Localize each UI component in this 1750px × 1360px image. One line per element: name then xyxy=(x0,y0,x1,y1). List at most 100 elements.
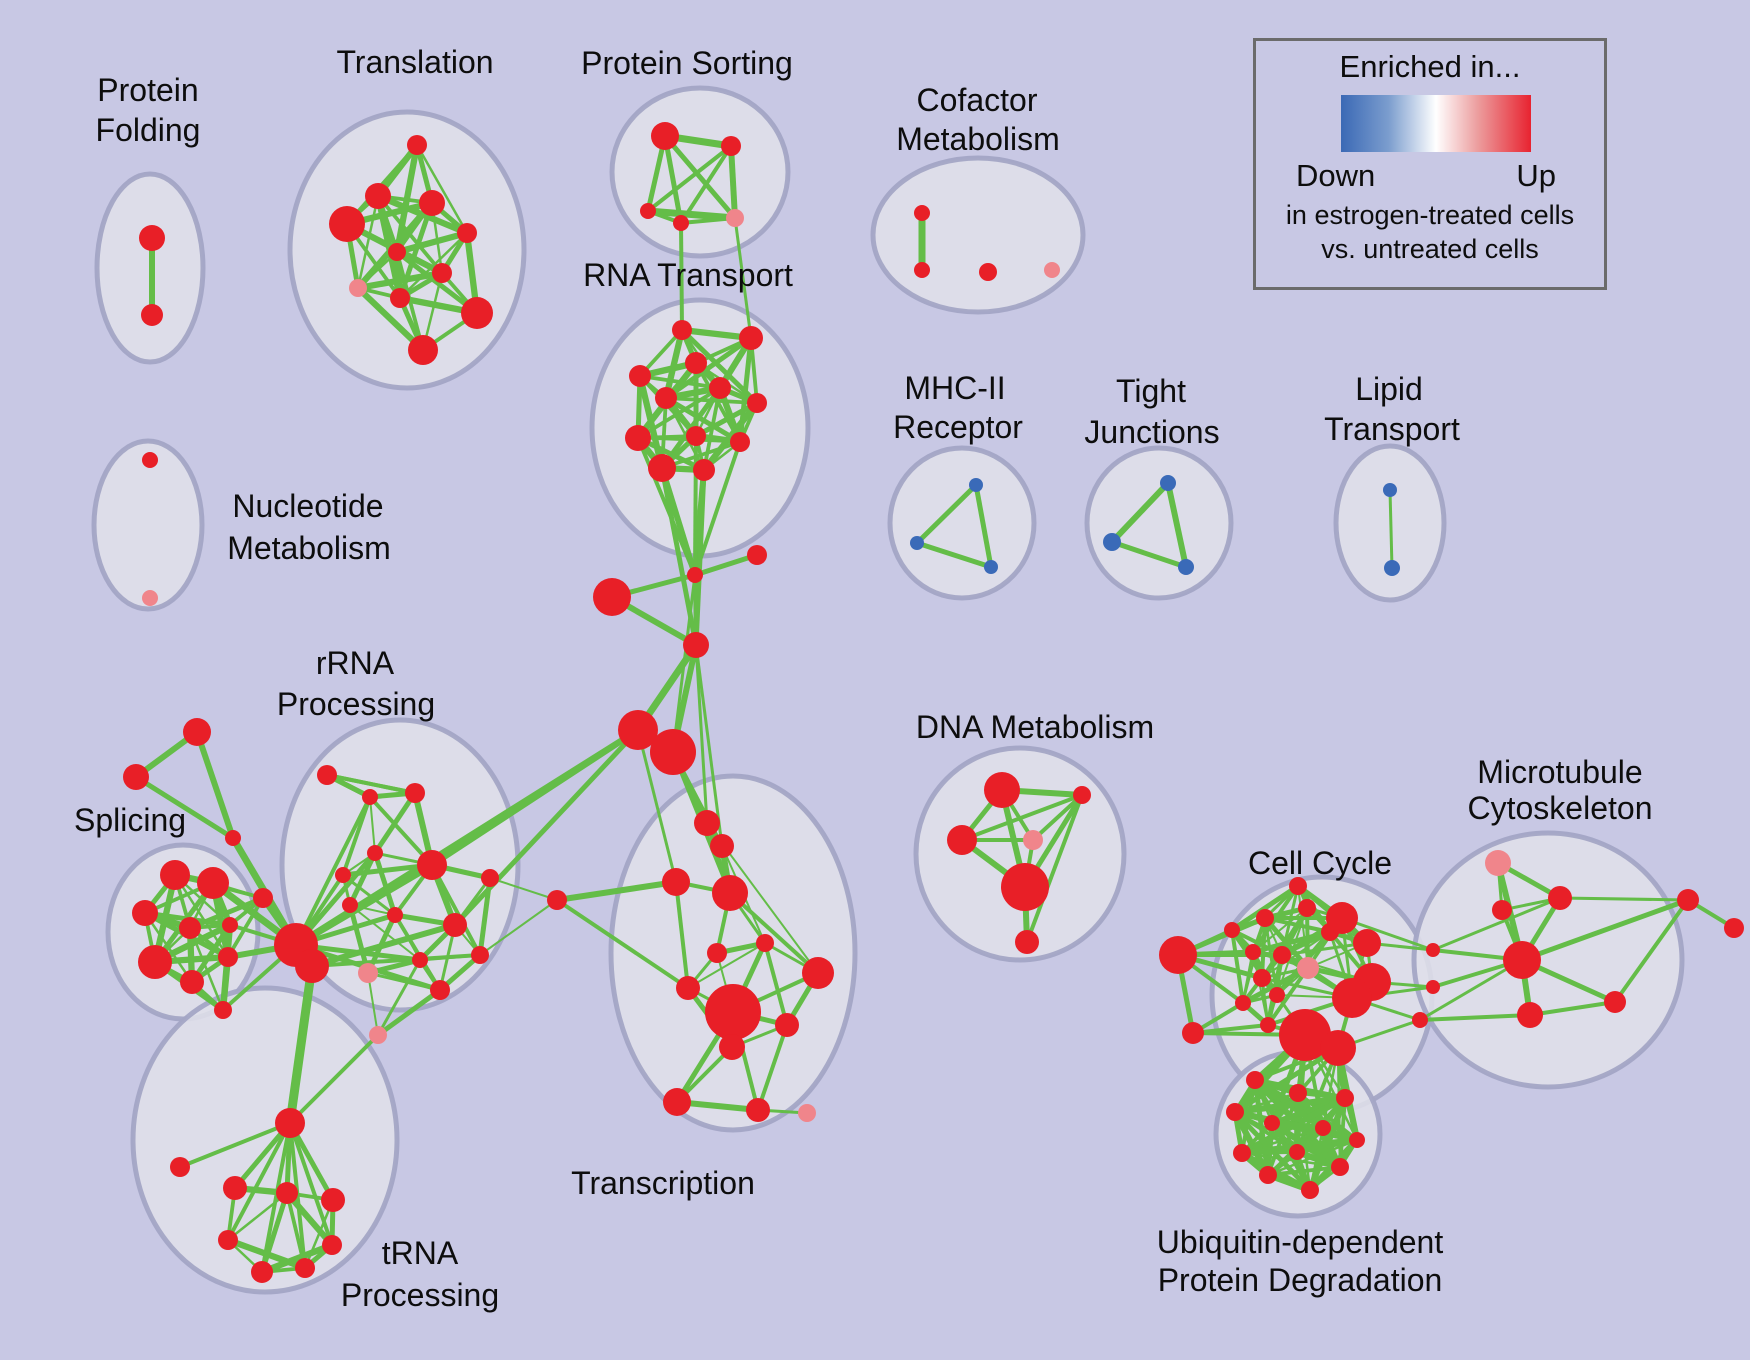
node-r14[interactable] xyxy=(369,1026,387,1044)
node-mh3[interactable] xyxy=(984,560,998,574)
node-cf3[interactable] xyxy=(979,263,997,281)
node-tx4[interactable] xyxy=(712,875,748,911)
node-tx5[interactable] xyxy=(547,890,567,910)
node-cc14[interactable] xyxy=(1332,978,1372,1018)
node-cf1[interactable] xyxy=(914,205,930,221)
node-r11[interactable] xyxy=(412,952,428,968)
node-tr6[interactable] xyxy=(322,1235,342,1255)
node-tx3[interactable] xyxy=(662,868,690,896)
node-tr0[interactable] xyxy=(275,1108,305,1138)
node-ps3[interactable] xyxy=(640,203,656,219)
node-r3[interactable] xyxy=(405,783,425,803)
node-pf2[interactable] xyxy=(141,304,163,326)
node-tx13[interactable] xyxy=(663,1088,691,1116)
node-tx2[interactable] xyxy=(710,834,734,858)
node-cf2[interactable] xyxy=(914,262,930,278)
node-t11[interactable] xyxy=(408,335,438,365)
node-rt2[interactable] xyxy=(739,326,763,350)
node-t7[interactable] xyxy=(432,263,452,283)
node-cc16[interactable] xyxy=(1289,877,1307,895)
node-ps1[interactable] xyxy=(651,122,679,150)
node-tr8[interactable] xyxy=(295,1258,315,1278)
node-m10[interactable] xyxy=(1677,889,1699,911)
node-tx14[interactable] xyxy=(746,1098,770,1122)
node-cc9[interactable] xyxy=(1235,995,1251,1011)
node-rt12[interactable] xyxy=(693,459,715,481)
node-tr7[interactable] xyxy=(251,1261,273,1283)
node-u4[interactable] xyxy=(1226,1103,1244,1121)
node-tx9[interactable] xyxy=(676,976,700,1000)
node-d2[interactable] xyxy=(1073,786,1091,804)
node-ta[interactable] xyxy=(183,718,211,746)
node-t5[interactable] xyxy=(457,223,477,243)
node-s9[interactable] xyxy=(218,947,238,967)
node-u1[interactable] xyxy=(1246,1071,1264,1089)
node-t3[interactable] xyxy=(419,190,445,216)
node-t2[interactable] xyxy=(365,183,391,209)
node-tx15[interactable] xyxy=(798,1104,816,1122)
node-d3[interactable] xyxy=(947,825,977,855)
node-tx8[interactable] xyxy=(802,957,834,989)
node-g2[interactable] xyxy=(295,949,329,983)
node-ps2[interactable] xyxy=(721,136,741,156)
node-u3[interactable] xyxy=(1336,1089,1354,1107)
node-t9[interactable] xyxy=(390,288,410,308)
node-t4[interactable] xyxy=(329,206,365,242)
node-tr4[interactable] xyxy=(321,1188,345,1212)
node-h2[interactable] xyxy=(650,729,696,775)
node-m3[interactable] xyxy=(1492,900,1512,920)
node-u7[interactable] xyxy=(1349,1132,1365,1148)
node-rt1[interactable] xyxy=(672,320,692,340)
node-u11[interactable] xyxy=(1259,1166,1277,1184)
node-rt7[interactable] xyxy=(747,393,767,413)
node-mh1[interactable] xyxy=(969,478,983,492)
node-tr1[interactable] xyxy=(170,1157,190,1177)
node-r6[interactable] xyxy=(335,867,351,883)
node-u8[interactable] xyxy=(1233,1144,1251,1162)
node-u9[interactable] xyxy=(1289,1144,1305,1160)
node-ps5[interactable] xyxy=(726,209,744,227)
node-s3[interactable] xyxy=(132,900,158,926)
node-t6[interactable] xyxy=(388,243,406,261)
node-tx10[interactable] xyxy=(705,984,761,1040)
node-s6[interactable] xyxy=(138,945,172,979)
node-tr3[interactable] xyxy=(276,1182,298,1204)
node-m11[interactable] xyxy=(1724,918,1744,938)
node-u10[interactable] xyxy=(1331,1158,1349,1176)
node-tx12[interactable] xyxy=(719,1034,745,1060)
node-lp1[interactable] xyxy=(1383,483,1397,497)
node-r13[interactable] xyxy=(430,980,450,1000)
node-m2[interactable] xyxy=(1548,886,1572,910)
node-cc2[interactable] xyxy=(1298,899,1316,917)
node-m9[interactable] xyxy=(1412,1012,1428,1028)
node-cc1[interactable] xyxy=(1256,909,1274,927)
node-c3[interactable] xyxy=(593,578,631,616)
node-tx1[interactable] xyxy=(694,810,720,836)
node-cc11[interactable] xyxy=(1326,902,1358,934)
node-rt11[interactable] xyxy=(648,454,676,482)
node-r4[interactable] xyxy=(367,845,383,861)
node-pf1[interactable] xyxy=(139,225,165,251)
node-t8[interactable] xyxy=(349,279,367,297)
node-ps4[interactable] xyxy=(673,215,689,231)
node-s7[interactable] xyxy=(180,970,204,994)
node-tj2[interactable] xyxy=(1103,533,1121,551)
node-c4[interactable] xyxy=(683,632,709,658)
node-tj1[interactable] xyxy=(1160,475,1176,491)
node-r7[interactable] xyxy=(387,907,403,923)
node-r8[interactable] xyxy=(443,913,467,937)
node-s8[interactable] xyxy=(253,888,273,908)
node-cc5[interactable] xyxy=(1273,946,1291,964)
node-d4[interactable] xyxy=(1023,830,1043,850)
node-rt4[interactable] xyxy=(629,365,651,387)
node-m5[interactable] xyxy=(1604,991,1626,1013)
node-tr2[interactable] xyxy=(223,1176,247,1200)
node-m4[interactable] xyxy=(1503,941,1541,979)
node-u6[interactable] xyxy=(1315,1120,1331,1136)
node-mh2[interactable] xyxy=(910,536,924,550)
node-t10[interactable] xyxy=(461,297,493,329)
node-m1[interactable] xyxy=(1485,850,1511,876)
node-r10[interactable] xyxy=(471,946,489,964)
node-m7[interactable] xyxy=(1426,943,1440,957)
node-tj3[interactable] xyxy=(1178,559,1194,575)
